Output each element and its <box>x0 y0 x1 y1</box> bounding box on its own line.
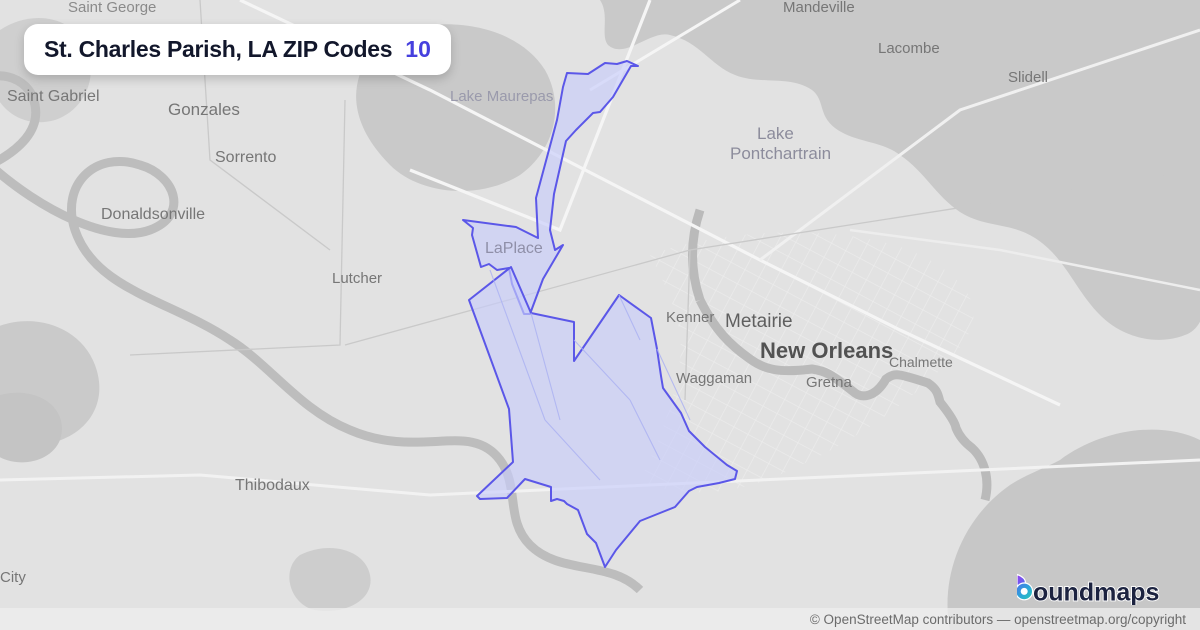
svg-text:LaPlace: LaPlace <box>485 240 543 257</box>
svg-text:Gonzales: Gonzales <box>168 100 240 119</box>
svg-text:Lacombe: Lacombe <box>878 40 940 57</box>
svg-text:Kenner: Kenner <box>666 309 714 326</box>
svg-text:Lutcher: Lutcher <box>332 270 382 287</box>
svg-text:Waggaman: Waggaman <box>676 370 752 387</box>
svg-text:Lake: Lake <box>757 124 794 143</box>
svg-text:Saint Gabriel: Saint Gabriel <box>7 88 100 105</box>
svg-text:Mandeville: Mandeville <box>783 0 855 16</box>
svg-text:Sorrento: Sorrento <box>215 149 276 166</box>
svg-text:Chalmette: Chalmette <box>889 354 953 370</box>
svg-text:City: City <box>0 569 26 586</box>
svg-text:oundmaps: oundmaps <box>1033 579 1159 606</box>
svg-text:Slidell: Slidell <box>1008 69 1048 86</box>
svg-text:Lake Maurepas: Lake Maurepas <box>450 88 553 105</box>
svg-text:New Orleans: New Orleans <box>760 338 893 363</box>
svg-text:Gretna: Gretna <box>806 374 853 391</box>
svg-text:Metairie: Metairie <box>725 311 793 332</box>
svg-text:Saint George: Saint George <box>68 0 156 16</box>
svg-text:Thibodaux: Thibodaux <box>235 477 310 494</box>
svg-text:Donaldsonville: Donaldsonville <box>101 206 205 223</box>
svg-text:Pontchartrain: Pontchartrain <box>730 144 831 163</box>
